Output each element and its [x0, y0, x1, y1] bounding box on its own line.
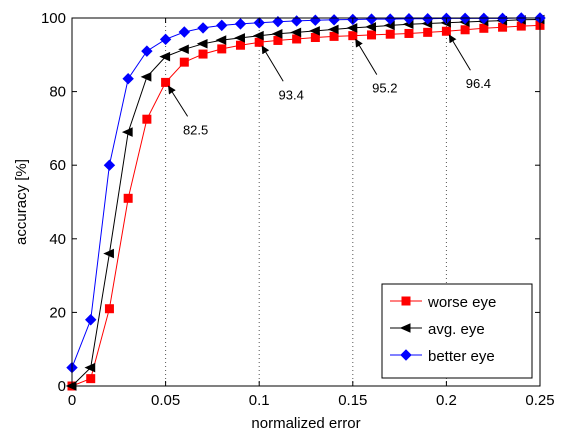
data-point-avg-eye [140, 72, 152, 82]
data-point-avg-eye [327, 24, 339, 35]
y-tick-label: 60 [49, 157, 66, 174]
y-tick-label: 80 [49, 84, 66, 101]
data-point-worse-eye [404, 28, 414, 38]
x-tick-label: 0 [68, 392, 76, 409]
data-point-better-eye [384, 13, 396, 25]
annotation-label: 95.2 [372, 81, 397, 96]
data-point-worse-eye [348, 31, 358, 41]
data-point-avg-eye [252, 30, 264, 41]
legend-marker-better-eye [400, 349, 412, 361]
y-tick-label: 20 [49, 304, 66, 321]
x-tick-label: 0.05 [151, 392, 180, 409]
legend-label-avg-eye: avg. eye [428, 321, 485, 338]
series-group [65, 12, 546, 391]
y-tick-label: 0 [58, 378, 66, 395]
data-point-better-eye [178, 26, 191, 38]
data-point-better-eye [216, 19, 228, 32]
annotation-label: 96.4 [466, 76, 491, 91]
data-point-better-eye [103, 159, 116, 171]
data-point-avg-eye [365, 22, 377, 32]
grid [165, 18, 447, 386]
annotation-arrow [355, 38, 378, 75]
data-point-better-eye [272, 15, 284, 28]
plot-frame [71, 17, 541, 387]
data-point-avg-eye [103, 248, 114, 259]
annotations: 82.5 93.4 95.2 96.4 [168, 34, 491, 137]
data-point-avg-eye [234, 33, 245, 43]
data-point-avg-eye [178, 44, 189, 55]
data-point-avg-eye [271, 29, 283, 39]
data-point-worse-eye [423, 27, 433, 37]
y-tick-label: 100 [41, 10, 66, 27]
data-point-worse-eye [86, 374, 96, 384]
annotation-label: 93.4 [279, 87, 304, 102]
data-point-worse-eye [123, 193, 133, 203]
x-tick-label: 0.25 [525, 392, 554, 409]
x-axis-label: normalized error [251, 415, 360, 432]
y-tick-label: 40 [49, 231, 66, 248]
data-point-avg-eye [290, 27, 302, 38]
x-tick-label: 0.2 [436, 392, 457, 409]
legend-label-better-eye: better eye [428, 348, 495, 365]
data-point-avg-eye [159, 51, 171, 62]
data-point-worse-eye [441, 26, 451, 36]
data-point-worse-eye [235, 40, 245, 50]
legend-marker-avg-eye [399, 323, 411, 333]
data-point-worse-eye [329, 31, 339, 41]
data-point-worse-eye [161, 77, 171, 87]
data-point-better-eye [159, 33, 172, 46]
data-point-better-eye [122, 73, 134, 85]
data-point-worse-eye [142, 114, 152, 124]
legend-marker-worse-eye [401, 296, 411, 306]
data-point-better-eye [141, 45, 153, 57]
annotation-arrow [168, 85, 189, 117]
legend: worse eye avg. eye better eye [381, 283, 533, 379]
legend-label-worse-eye: worse eye [427, 294, 496, 311]
data-point-worse-eye [217, 44, 227, 54]
data-point-better-eye [85, 314, 97, 326]
data-point-avg-eye [215, 35, 227, 45]
x-tick-label: 0.1 [249, 392, 270, 409]
data-point-worse-eye [104, 304, 114, 314]
annotation-label: 82.5 [183, 122, 208, 137]
data-point-worse-eye [479, 23, 489, 33]
data-point-worse-eye [367, 30, 377, 40]
data-point-better-eye [365, 13, 378, 25]
data-point-worse-eye [460, 25, 470, 35]
data-point-avg-eye [346, 23, 358, 33]
annotation-arrow [261, 45, 284, 82]
y-axis-label: accuracy [%] [13, 159, 30, 245]
data-point-avg-eye [84, 362, 96, 373]
data-point-avg-eye [121, 127, 133, 137]
data-point-avg-eye [309, 26, 320, 36]
data-point-worse-eye [198, 49, 208, 59]
data-point-better-eye [403, 13, 415, 25]
data-point-better-eye [234, 18, 247, 30]
x-tick-label: 0.15 [338, 392, 367, 409]
data-point-better-eye [197, 22, 209, 34]
axis-ticks: 0 0.05 0.1 0.15 0.2 0.25 0 20 40 60 80 100 [41, 10, 555, 409]
data-point-worse-eye [385, 29, 395, 39]
data-point-avg-eye [196, 38, 208, 49]
data-point-worse-eye [179, 57, 189, 67]
annotation-arrow [448, 34, 471, 71]
data-point-better-eye [421, 13, 434, 25]
